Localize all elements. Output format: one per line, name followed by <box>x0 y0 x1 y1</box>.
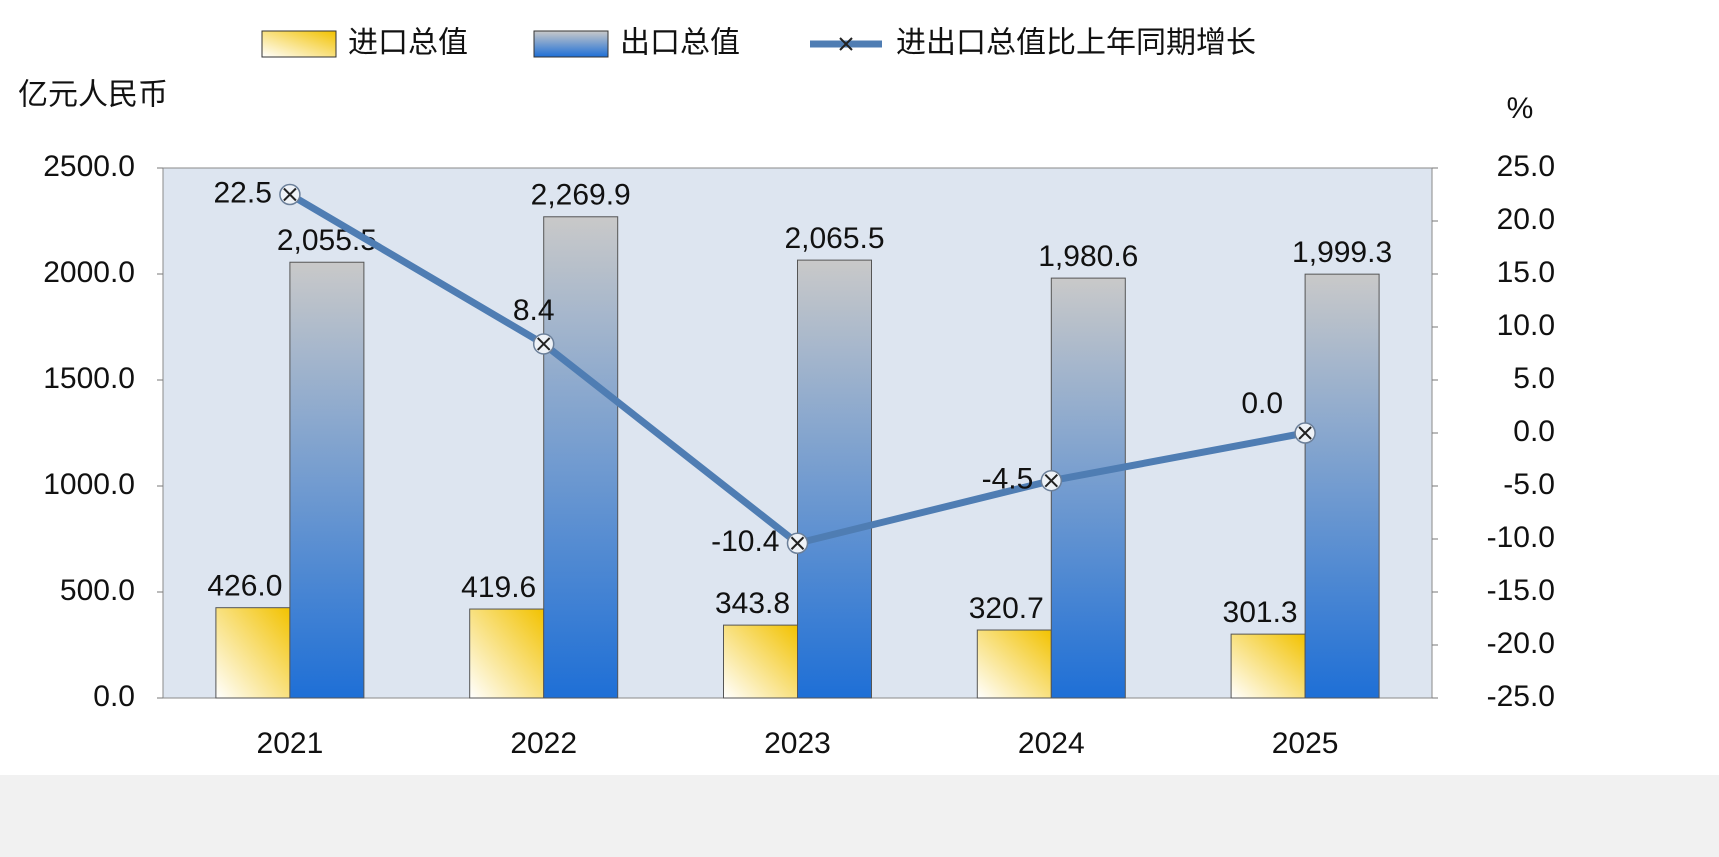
line-value-label: -10.4 <box>711 525 779 558</box>
x-tick-label: 2025 <box>1272 727 1339 760</box>
y-tick-label: 500.0 <box>60 574 135 607</box>
bar <box>543 216 619 699</box>
line-marker-x <box>1298 426 1312 440</box>
line-value-label: 8.4 <box>513 294 555 327</box>
bar <box>469 608 545 699</box>
bar-value-label: 2,055.5 <box>277 224 377 257</box>
y2-tick-label: 25.0 <box>1497 150 1555 183</box>
y-tick-label: 1500.0 <box>43 362 135 395</box>
line-value-label: -4.5 <box>982 463 1034 496</box>
y-tick-label: 2500.0 <box>43 150 135 183</box>
bar <box>1304 273 1380 699</box>
bar <box>976 629 1052 699</box>
legend-marker <box>839 37 853 51</box>
line-marker-x <box>790 536 805 550</box>
bar-value-label: 419.6 <box>461 571 536 604</box>
y2-tick-label: 0.0 <box>1513 415 1555 448</box>
bar <box>797 259 872 699</box>
bar <box>215 607 291 699</box>
legend-label: 进口总值 <box>348 26 468 61</box>
legend-label: 进出口总值比上年同期增长 <box>896 26 1256 61</box>
line-value-label: 22.5 <box>214 176 272 209</box>
line-value-label: 0.0 <box>1241 387 1283 420</box>
y2-tick-label: 20.0 <box>1497 203 1555 236</box>
bar-value-label: 426.0 <box>207 570 282 603</box>
legend-swatch <box>261 30 337 58</box>
bar-value-label: 320.7 <box>969 592 1044 625</box>
line-marker-x <box>536 337 551 351</box>
y2-tick-label: 5.0 <box>1513 362 1555 395</box>
y2-tick-label: -25.0 <box>1487 680 1555 713</box>
y2-tick-label: 10.0 <box>1497 309 1555 342</box>
legend-swatch <box>533 30 609 58</box>
y2-tick-label: -15.0 <box>1487 574 1555 607</box>
x-tick-label: 2023 <box>764 727 831 760</box>
bar-value-label: 343.8 <box>715 587 790 620</box>
bar <box>723 624 798 699</box>
y2-axis-title: % <box>1507 92 1534 125</box>
line-marker-x <box>283 187 297 202</box>
x-tick-label: 2022 <box>510 727 577 760</box>
y2-tick-label: -20.0 <box>1487 627 1555 660</box>
bar-value-label: 1,980.6 <box>1038 240 1138 273</box>
bar-value-label: 2,065.5 <box>784 222 884 255</box>
x-tick-label: 2021 <box>257 727 324 760</box>
footer-band <box>0 775 1719 857</box>
bar <box>1230 633 1306 699</box>
y2-tick-label: 15.0 <box>1497 256 1555 289</box>
y2-tick-label: -5.0 <box>1503 468 1555 501</box>
bar <box>1050 277 1126 699</box>
y-axis-title: 亿元人民币 <box>18 78 168 113</box>
bar <box>289 261 365 699</box>
y-tick-label: 2000.0 <box>43 256 135 289</box>
line-marker-x <box>1044 473 1059 488</box>
x-tick-label: 2024 <box>1018 727 1085 760</box>
legend-label: 出口总值 <box>620 26 740 61</box>
y-tick-label: 1000.0 <box>43 468 135 501</box>
bar-value-label: 301.3 <box>1223 596 1298 629</box>
y-tick-label: 0.0 <box>93 680 135 713</box>
bar-value-label: 1,999.3 <box>1292 236 1392 269</box>
y2-tick-label: -10.0 <box>1487 521 1555 554</box>
bar-value-label: 2,269.9 <box>531 179 631 212</box>
